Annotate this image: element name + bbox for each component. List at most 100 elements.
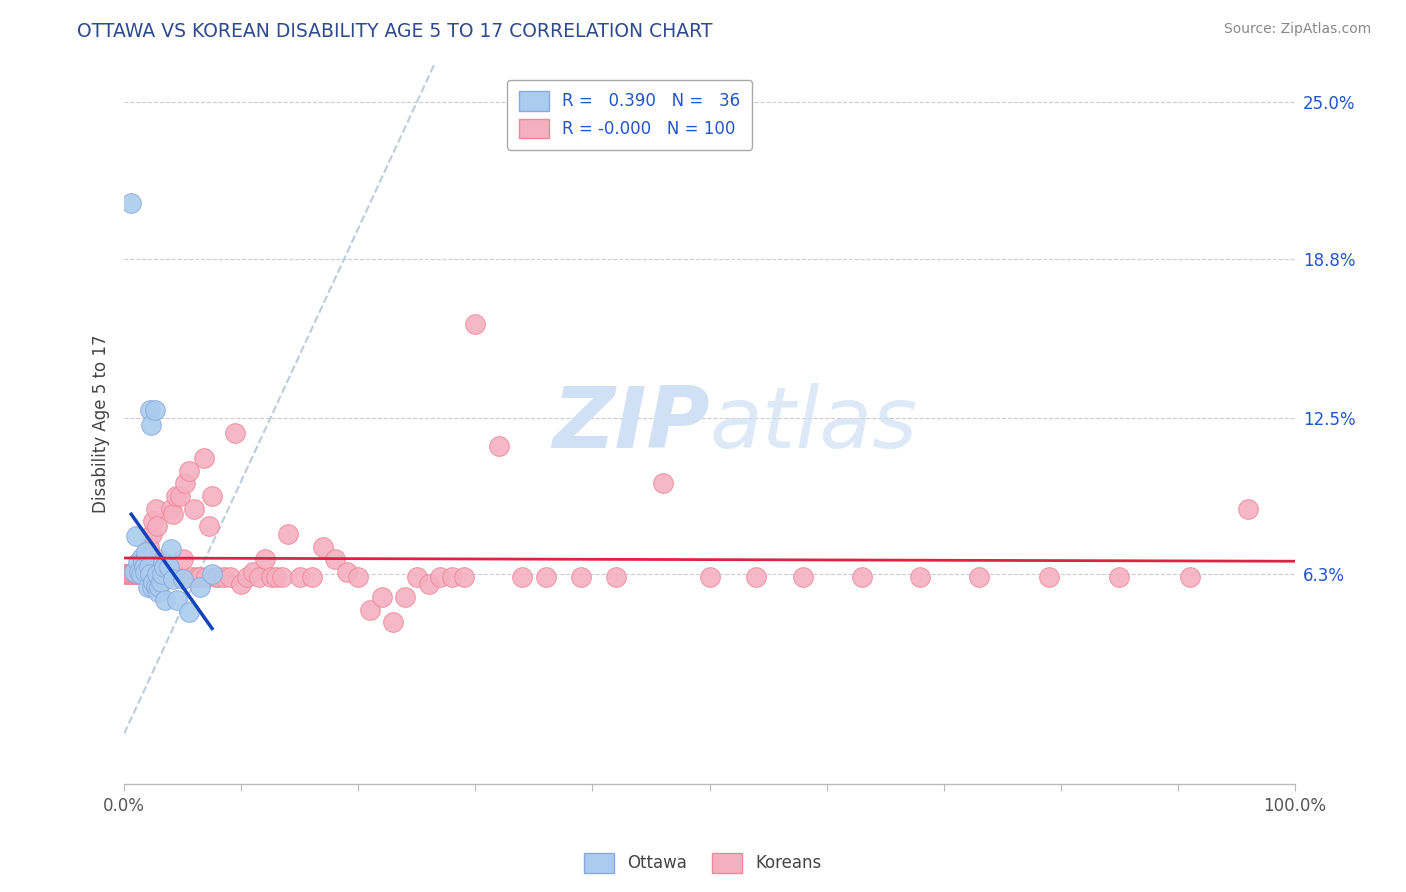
Text: ZIP: ZIP	[553, 383, 710, 466]
Point	[146, 585, 169, 599]
Point	[114, 567, 136, 582]
Point	[347, 570, 370, 584]
Point	[120, 196, 142, 211]
Point	[120, 567, 142, 582]
Point	[1237, 501, 1260, 516]
Point	[418, 577, 440, 591]
Point	[218, 570, 240, 584]
Point	[201, 489, 224, 503]
Point	[453, 570, 475, 584]
Point	[271, 570, 294, 584]
Point	[910, 570, 932, 584]
Point	[242, 565, 264, 579]
Point	[122, 567, 145, 582]
Point	[172, 552, 194, 566]
Point	[153, 570, 176, 584]
Point	[336, 565, 359, 579]
Point	[231, 577, 253, 591]
Point	[131, 549, 153, 564]
Y-axis label: Disability Age 5 to 17: Disability Age 5 to 17	[93, 334, 110, 513]
Point	[145, 580, 167, 594]
Point	[127, 567, 149, 582]
Point	[183, 501, 205, 516]
Point	[162, 507, 184, 521]
Point	[136, 567, 159, 582]
Text: OTTAWA VS KOREAN DISABILITY AGE 5 TO 17 CORRELATION CHART: OTTAWA VS KOREAN DISABILITY AGE 5 TO 17 …	[77, 22, 713, 41]
Point	[136, 580, 159, 594]
Point	[177, 605, 200, 619]
Point	[143, 403, 166, 417]
Point	[135, 544, 157, 558]
Point	[288, 570, 311, 584]
Point	[146, 552, 169, 566]
Point	[121, 567, 143, 582]
Point	[1038, 570, 1060, 584]
Point	[169, 489, 191, 503]
Point	[394, 590, 416, 604]
Point	[1178, 570, 1201, 584]
Point	[134, 567, 156, 582]
Point	[149, 570, 172, 584]
Point	[967, 570, 990, 584]
Point	[207, 570, 229, 584]
Point	[1108, 570, 1130, 584]
Point	[488, 438, 510, 452]
Point	[120, 567, 142, 582]
Point	[134, 567, 156, 582]
Point	[651, 476, 673, 491]
Point	[165, 489, 187, 503]
Text: atlas: atlas	[710, 383, 918, 466]
Point	[146, 519, 169, 533]
Point	[605, 570, 627, 584]
Point	[160, 501, 183, 516]
Point	[152, 555, 174, 569]
Point	[141, 580, 163, 594]
Point	[150, 565, 173, 579]
Point	[188, 570, 211, 584]
Point	[129, 567, 152, 582]
Point	[128, 565, 150, 579]
Point	[152, 570, 174, 584]
Point	[153, 559, 176, 574]
Point	[138, 559, 160, 574]
Point	[266, 570, 288, 584]
Point	[157, 559, 180, 574]
Point	[382, 615, 405, 630]
Point	[440, 570, 463, 584]
Point	[141, 527, 163, 541]
Point	[139, 418, 162, 433]
Point	[153, 592, 176, 607]
Point	[699, 570, 721, 584]
Point	[464, 318, 486, 332]
Point	[139, 558, 162, 572]
Point	[115, 567, 138, 582]
Point	[201, 567, 224, 582]
Legend: R =   0.390   N =   36, R = -0.000   N = 100: R = 0.390 N = 36, R = -0.000 N = 100	[508, 79, 752, 150]
Point	[172, 573, 194, 587]
Point	[224, 425, 246, 440]
Point	[195, 570, 218, 584]
Point	[125, 529, 148, 543]
Point	[129, 567, 152, 582]
Point	[167, 570, 190, 584]
Point	[277, 527, 299, 541]
Point	[359, 603, 381, 617]
Point	[569, 570, 592, 584]
Point	[122, 565, 145, 579]
Point	[118, 567, 141, 582]
Point	[139, 567, 162, 582]
Point	[236, 570, 259, 584]
Point	[212, 570, 235, 584]
Point	[150, 567, 173, 582]
Point	[177, 464, 200, 478]
Point	[247, 570, 270, 584]
Point	[127, 567, 149, 582]
Point	[851, 570, 873, 584]
Point	[142, 514, 165, 528]
Point	[188, 580, 211, 594]
Point	[134, 559, 156, 574]
Point	[149, 574, 172, 589]
Point	[157, 570, 180, 584]
Point	[135, 567, 157, 582]
Point	[253, 552, 276, 566]
